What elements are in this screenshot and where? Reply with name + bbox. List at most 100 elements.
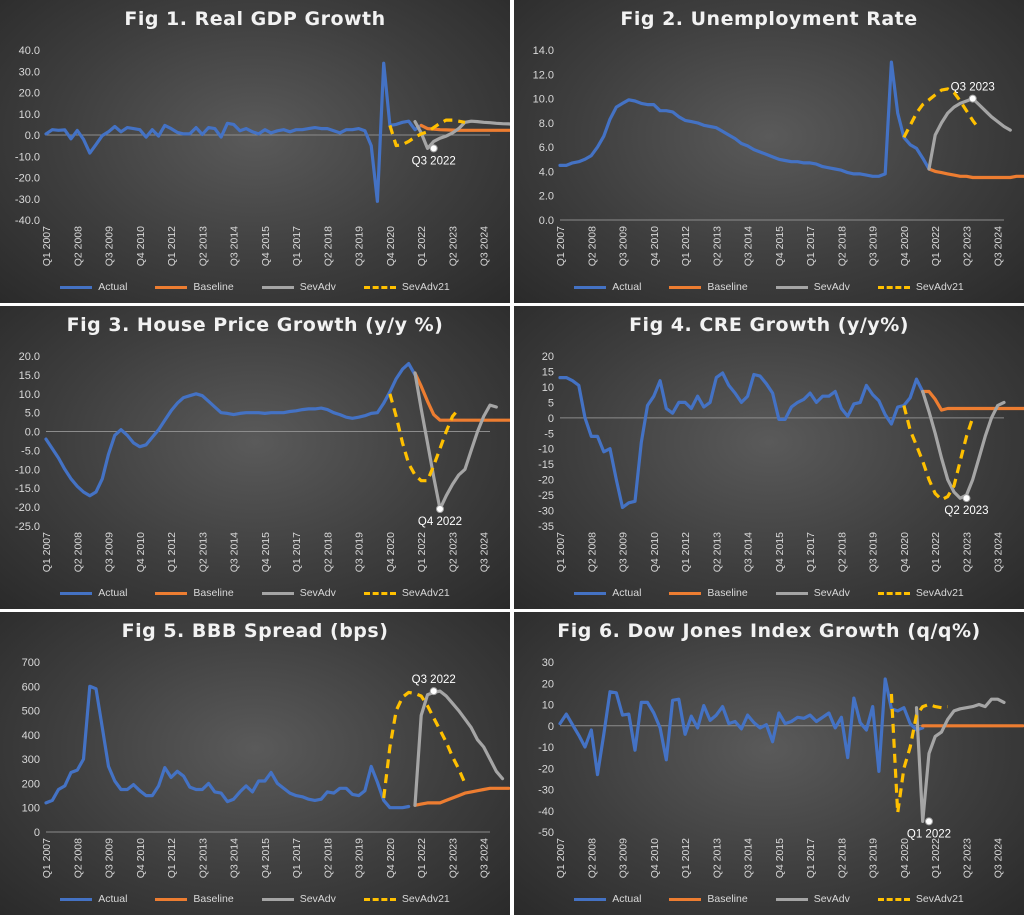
- annotation-label: Q3 2022: [412, 674, 456, 686]
- x-tick-label: Q2 2018: [836, 532, 848, 572]
- x-tick-label: Q2 2008: [72, 532, 84, 572]
- x-tick-label: Q3 2009: [104, 226, 116, 266]
- x-tick-label: Q1 2022: [930, 226, 942, 266]
- legend-swatch: [155, 591, 188, 595]
- x-tick-label: Q2 2013: [197, 532, 209, 572]
- legend-label: SevAdv: [813, 893, 850, 905]
- y-tick-label: 2.0: [539, 191, 554, 203]
- legend-item: Actual: [574, 587, 641, 599]
- y-tick-label: 0.0: [25, 427, 40, 439]
- legend-item: SevAdv21: [877, 281, 964, 293]
- legend-swatch: [775, 591, 808, 595]
- y-tick-label: 5.0: [25, 408, 40, 420]
- y-tick-label: 300: [22, 754, 40, 766]
- y-tick-label: -30: [538, 506, 554, 518]
- x-tick-label: Q2 2013: [711, 838, 723, 878]
- legend-item: Baseline: [669, 893, 748, 905]
- x-tick-label: Q1 2017: [805, 532, 817, 572]
- y-tick-label: 5: [548, 397, 554, 409]
- series-line-actual: [558, 60, 931, 178]
- series-line-baseline: [419, 123, 510, 132]
- series-line-sevadv21: [382, 690, 467, 799]
- x-tick-label: Q4 2010: [135, 838, 147, 878]
- legend-item: Baseline: [155, 281, 234, 293]
- y-tick-label: 0: [34, 827, 40, 839]
- legend-swatch: [877, 285, 910, 289]
- y-tick-label: -15: [538, 459, 554, 471]
- x-tick-label: Q3 2014: [743, 532, 755, 572]
- legend-item: Actual: [60, 281, 127, 293]
- y-tick-label: 10.0: [19, 109, 40, 121]
- legend-item: SevAdv21: [877, 587, 964, 599]
- annotation-marker: [968, 94, 977, 103]
- series-line-sevadv21: [902, 405, 975, 502]
- legend-item: Actual: [60, 587, 127, 599]
- chart-legend: Actual Baseline SevAdv SevAdv21: [514, 893, 1024, 905]
- legend-swatch: [363, 897, 396, 901]
- y-tick-label: -35: [538, 521, 554, 533]
- x-tick-label: Q1 2017: [805, 226, 817, 266]
- series-line-sevadv21: [902, 87, 981, 139]
- y-tick-label: 20: [542, 351, 554, 363]
- legend-item: Actual: [574, 281, 641, 293]
- legend-item: SevAdv: [261, 587, 336, 599]
- y-tick-label: 12.0: [533, 69, 554, 81]
- x-tick-label: Q2 2013: [711, 532, 723, 572]
- x-tick-label: Q2 2008: [586, 226, 598, 266]
- x-tick-label: Q2 2013: [197, 226, 209, 266]
- legend-label: SevAdv21: [401, 281, 450, 293]
- x-tick-label: Q2 2018: [836, 226, 848, 266]
- x-tick-label: Q1 2017: [291, 226, 303, 266]
- annotation-label: Q1 2022: [907, 828, 951, 840]
- legend-label: SevAdv21: [915, 587, 964, 599]
- x-tick-label: Q1 2022: [416, 532, 428, 572]
- legend-swatch: [261, 897, 294, 901]
- x-tick-label: Q4 2020: [385, 226, 397, 266]
- x-tick-label: Q3 2019: [868, 532, 880, 572]
- x-tick-label: Q2 2023: [447, 226, 459, 266]
- x-tick-label: Q4 2020: [899, 226, 911, 266]
- y-tick-label: 15.0: [19, 370, 40, 382]
- chart-panel: Fig 5. BBB Spread (bps) 700 600 500 400 300 20…: [0, 612, 510, 915]
- x-tick-label: Q1 2007: [41, 838, 53, 878]
- x-tick-label: Q3 2019: [354, 838, 366, 878]
- y-tick-label: -20: [538, 763, 554, 775]
- legend-swatch: [574, 897, 607, 901]
- chart-plot: 14.0 12.0 10.0 8.0 6.0 4.0 2.0 0.0Q1 2007 Q2 200…: [533, 45, 1024, 266]
- y-tick-label: 20: [542, 678, 554, 690]
- x-tick-label: Q4 2010: [649, 532, 661, 572]
- x-tick-label: Q1 2017: [805, 838, 817, 878]
- legend-swatch: [669, 591, 702, 595]
- y-tick-label: 20.0: [19, 351, 40, 363]
- x-tick-label: Q1 2017: [291, 532, 303, 572]
- x-tick-label: Q4 2010: [649, 226, 661, 266]
- legend-item: SevAdv21: [363, 587, 450, 599]
- legend-item: Actual: [60, 893, 127, 905]
- chart-title: Fig 4. CRE Growth (y/y%): [629, 314, 909, 336]
- x-tick-label: Q4 2010: [649, 838, 661, 878]
- series-line-sevadv: [413, 371, 498, 511]
- x-tick-label: Q4 2020: [899, 532, 911, 572]
- legend-swatch: [363, 591, 396, 595]
- legend-label: SevAdv21: [401, 893, 450, 905]
- x-tick-label: Q2 2013: [197, 838, 209, 878]
- x-tick-label: Q3 2019: [354, 226, 366, 266]
- legend-item: SevAdv21: [877, 893, 964, 905]
- y-tick-label: 0: [548, 721, 554, 733]
- y-tick-label: -15.0: [15, 483, 40, 495]
- y-tick-label: -50: [538, 827, 554, 839]
- series-line-actual: [558, 371, 925, 510]
- y-tick-label: -10.0: [15, 151, 40, 163]
- y-tick-label: 6.0: [539, 142, 554, 154]
- x-tick-label: Q3 2009: [618, 532, 630, 572]
- legend-swatch: [261, 591, 294, 595]
- legend-item: SevAdv: [775, 281, 850, 293]
- y-tick-label: 0: [548, 413, 554, 425]
- series-line-actual: [44, 361, 417, 498]
- y-tick-label: 10: [542, 700, 554, 712]
- annotation-label: Q2 2023: [944, 505, 988, 517]
- chart-title: Fig 5. BBB Spread (bps): [121, 620, 389, 642]
- y-tick-label: -5: [544, 428, 554, 440]
- x-tick-label: Q2 2018: [322, 838, 334, 878]
- x-tick-label: Q4 2020: [899, 838, 911, 878]
